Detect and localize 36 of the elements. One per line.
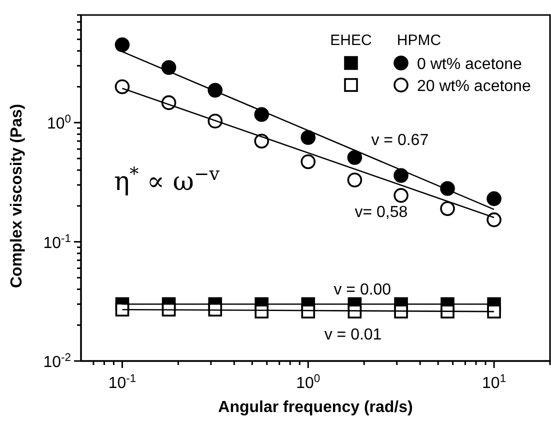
- x-axis-title: Angular frequency (rad/s): [218, 399, 413, 416]
- legend-label: 0 wt% acetone: [417, 56, 522, 73]
- annotation: v= 0,58: [354, 204, 408, 222]
- point: [486, 191, 502, 206]
- annotation: EHEC: [330, 32, 372, 49]
- point: [114, 79, 130, 94]
- point: [300, 154, 316, 170]
- annotation: v = 0.00: [334, 281, 392, 298]
- point: [486, 212, 502, 228]
- point: [347, 172, 362, 188]
- annotation: HPMC: [396, 32, 442, 49]
- point: [394, 168, 408, 183]
- point: [394, 188, 408, 203]
- y-tick-label: 10$^{0}$: [46, 114, 71, 133]
- point: [301, 304, 316, 318]
- point: [161, 60, 176, 75]
- point: [208, 82, 223, 98]
- y-axis-title: Complex viscosity (Pas): [8, 104, 26, 288]
- annotation: v = 0.01: [324, 326, 382, 344]
- point: [254, 134, 270, 148]
- y-tick-label: 10$^{-1}$: [43, 232, 71, 252]
- annotation: η$^{*}$ ∝ ω$^{−v}$: [114, 164, 220, 197]
- legend-label: 20 wt% acetone: [417, 78, 531, 95]
- point: [440, 181, 455, 196]
- point: [254, 107, 270, 122]
- point: [487, 304, 501, 318]
- x-tick-label: 10$^{1}$: [482, 373, 506, 392]
- point: [394, 304, 408, 318]
- point: [440, 201, 455, 216]
- annotation: v = 0.67: [371, 132, 429, 149]
- point: [347, 150, 362, 165]
- point: [300, 130, 316, 145]
- y-tick-label: 10$^{-2}$: [43, 352, 71, 371]
- x-tick-label: 10$^{0}$: [296, 373, 320, 392]
- point: [114, 37, 130, 52]
- x-tick-label: 10$^{-1}$: [108, 373, 136, 392]
